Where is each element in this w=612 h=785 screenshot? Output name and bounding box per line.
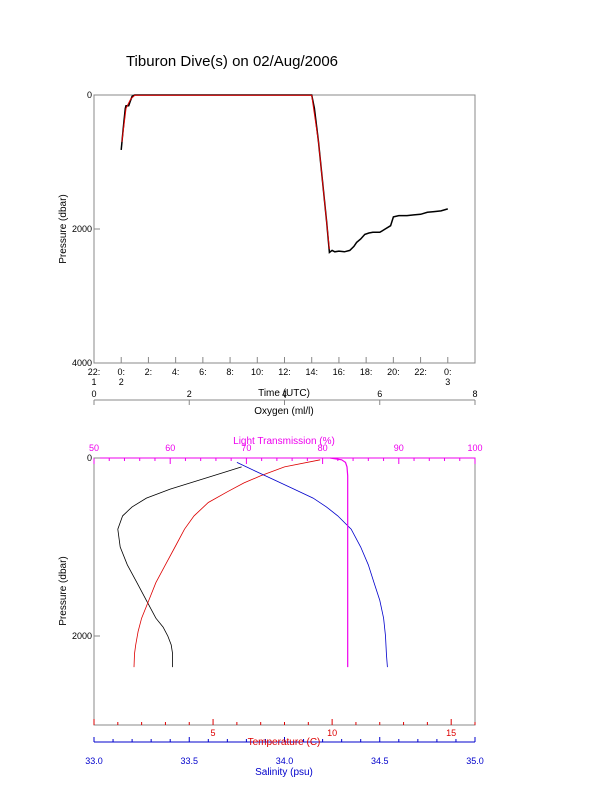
bottom-chart: 0 2 4 6 8 50 60 70 80 90 100 5 10 15 33.0 33.5 34.0 34.5 3… <box>58 389 484 778</box>
top-x-tick-label: 14: <box>305 367 318 377</box>
temperature-axis-title: Temperature (C) <box>248 737 321 748</box>
temperature-tick-label: 10 <box>327 728 337 738</box>
oxygen-profile-line <box>117 466 242 668</box>
top-series <box>120 94 449 254</box>
top-chart: 22:10:22: 4: 6: 8: 10: 12: 14: 16: 18: 20: 22: 0:3 … <box>58 90 476 399</box>
top-x-tick-label-2: 2 <box>119 377 124 387</box>
bottom-series <box>117 457 388 668</box>
salinity-tick-label: 33.0 <box>85 756 103 766</box>
page-title: Tiburon Dive(s) on 02/Aug/2006 <box>126 53 338 70</box>
oxygen-tick-label: 2 <box>187 389 192 399</box>
light-tick-label: 50 <box>89 443 99 453</box>
top-series-line-1 <box>121 94 330 250</box>
top-x-tick-label: 18: <box>360 367 373 377</box>
oxygen-axis-title: Oxygen (ml/l) <box>254 406 313 417</box>
top-x-tick-label: 10: <box>251 367 264 377</box>
light-tick-label: 80 <box>318 443 328 453</box>
top-plot-frame <box>93 94 476 364</box>
top-y-tick-label: 0 <box>87 90 92 100</box>
bottom-y-tick-label: 2000 <box>72 631 92 641</box>
light-tick-label: 90 <box>394 443 404 453</box>
salinity-tick-label: 33.5 <box>180 756 198 766</box>
top-series-line-0 <box>120 94 449 254</box>
top-x-tick-label: 16: <box>333 367 346 377</box>
top-x-tick-label-2: 1 <box>91 377 96 387</box>
bottom-plot-frame <box>93 457 476 726</box>
oxygen-tick-label: 8 <box>472 389 477 399</box>
light-tick-label: 70 <box>241 443 251 453</box>
top-y-ticks: 0 2000 4000 <box>72 90 100 368</box>
temperature-tick-label: 5 <box>211 728 216 738</box>
bottom-y-tick-label: 0 <box>87 453 92 463</box>
top-x-tick-label: 0: <box>444 367 452 377</box>
top-x-tick-label: 22: <box>88 367 101 377</box>
top-x-tick-label-2: 3 <box>445 377 450 387</box>
oxygen-tick-label: 4 <box>282 389 287 399</box>
bottom-y-axis-title: Pressure (dbar) <box>58 556 69 625</box>
top-x-tick-label: 22: <box>414 367 427 377</box>
top-x-tick-label: 0: <box>117 367 125 377</box>
top-x-tick-label: 12: <box>278 367 291 377</box>
salinity-profile-line <box>236 462 388 668</box>
top-x-tick-label: 6: <box>199 367 207 377</box>
top-y-tick-label: 4000 <box>72 358 92 368</box>
salinity-axis-title: Salinity (psu) <box>255 767 313 778</box>
oxygen-tick-label: 0 <box>91 389 96 399</box>
bottom-y-ticks: 0 2000 <box>72 453 100 641</box>
temperature-tick-label: 15 <box>446 728 456 738</box>
top-x-tick-label: 8: <box>226 367 234 377</box>
top-y-axis-title: Pressure (dbar) <box>58 194 69 263</box>
salinity-tick-label: 34.5 <box>371 756 389 766</box>
top-x-ticks: 22:10:22: 4: 6: 8: 10: 12: 14: 16: 18: 20: 22: 0:3 <box>88 357 452 387</box>
light-tick-label: 60 <box>165 443 175 453</box>
light-axis-title: Light Transmission (%) <box>233 436 335 447</box>
top-y-tick-label: 2000 <box>72 224 92 234</box>
salinity-tick-label: 35.0 <box>466 756 484 766</box>
salinity-tick-label: 34.0 <box>276 756 294 766</box>
top-x-tick-label: 20: <box>387 367 400 377</box>
light-tick-label: 100 <box>467 443 482 453</box>
top-x-tick-label: 4: <box>172 367 180 377</box>
oxygen-tick-label: 6 <box>377 389 382 399</box>
top-x-tick-label: 2: <box>145 367 153 377</box>
light-profile-line <box>330 457 349 668</box>
temperature-profile-line <box>133 459 321 668</box>
top-x-axis-title: Time (UTC) <box>258 388 310 399</box>
bottom-axes-ticks: 0 2 4 6 8 50 60 70 80 90 100 5 10 15 33.0 33.5 34.0 34.5 3… <box>85 389 484 766</box>
